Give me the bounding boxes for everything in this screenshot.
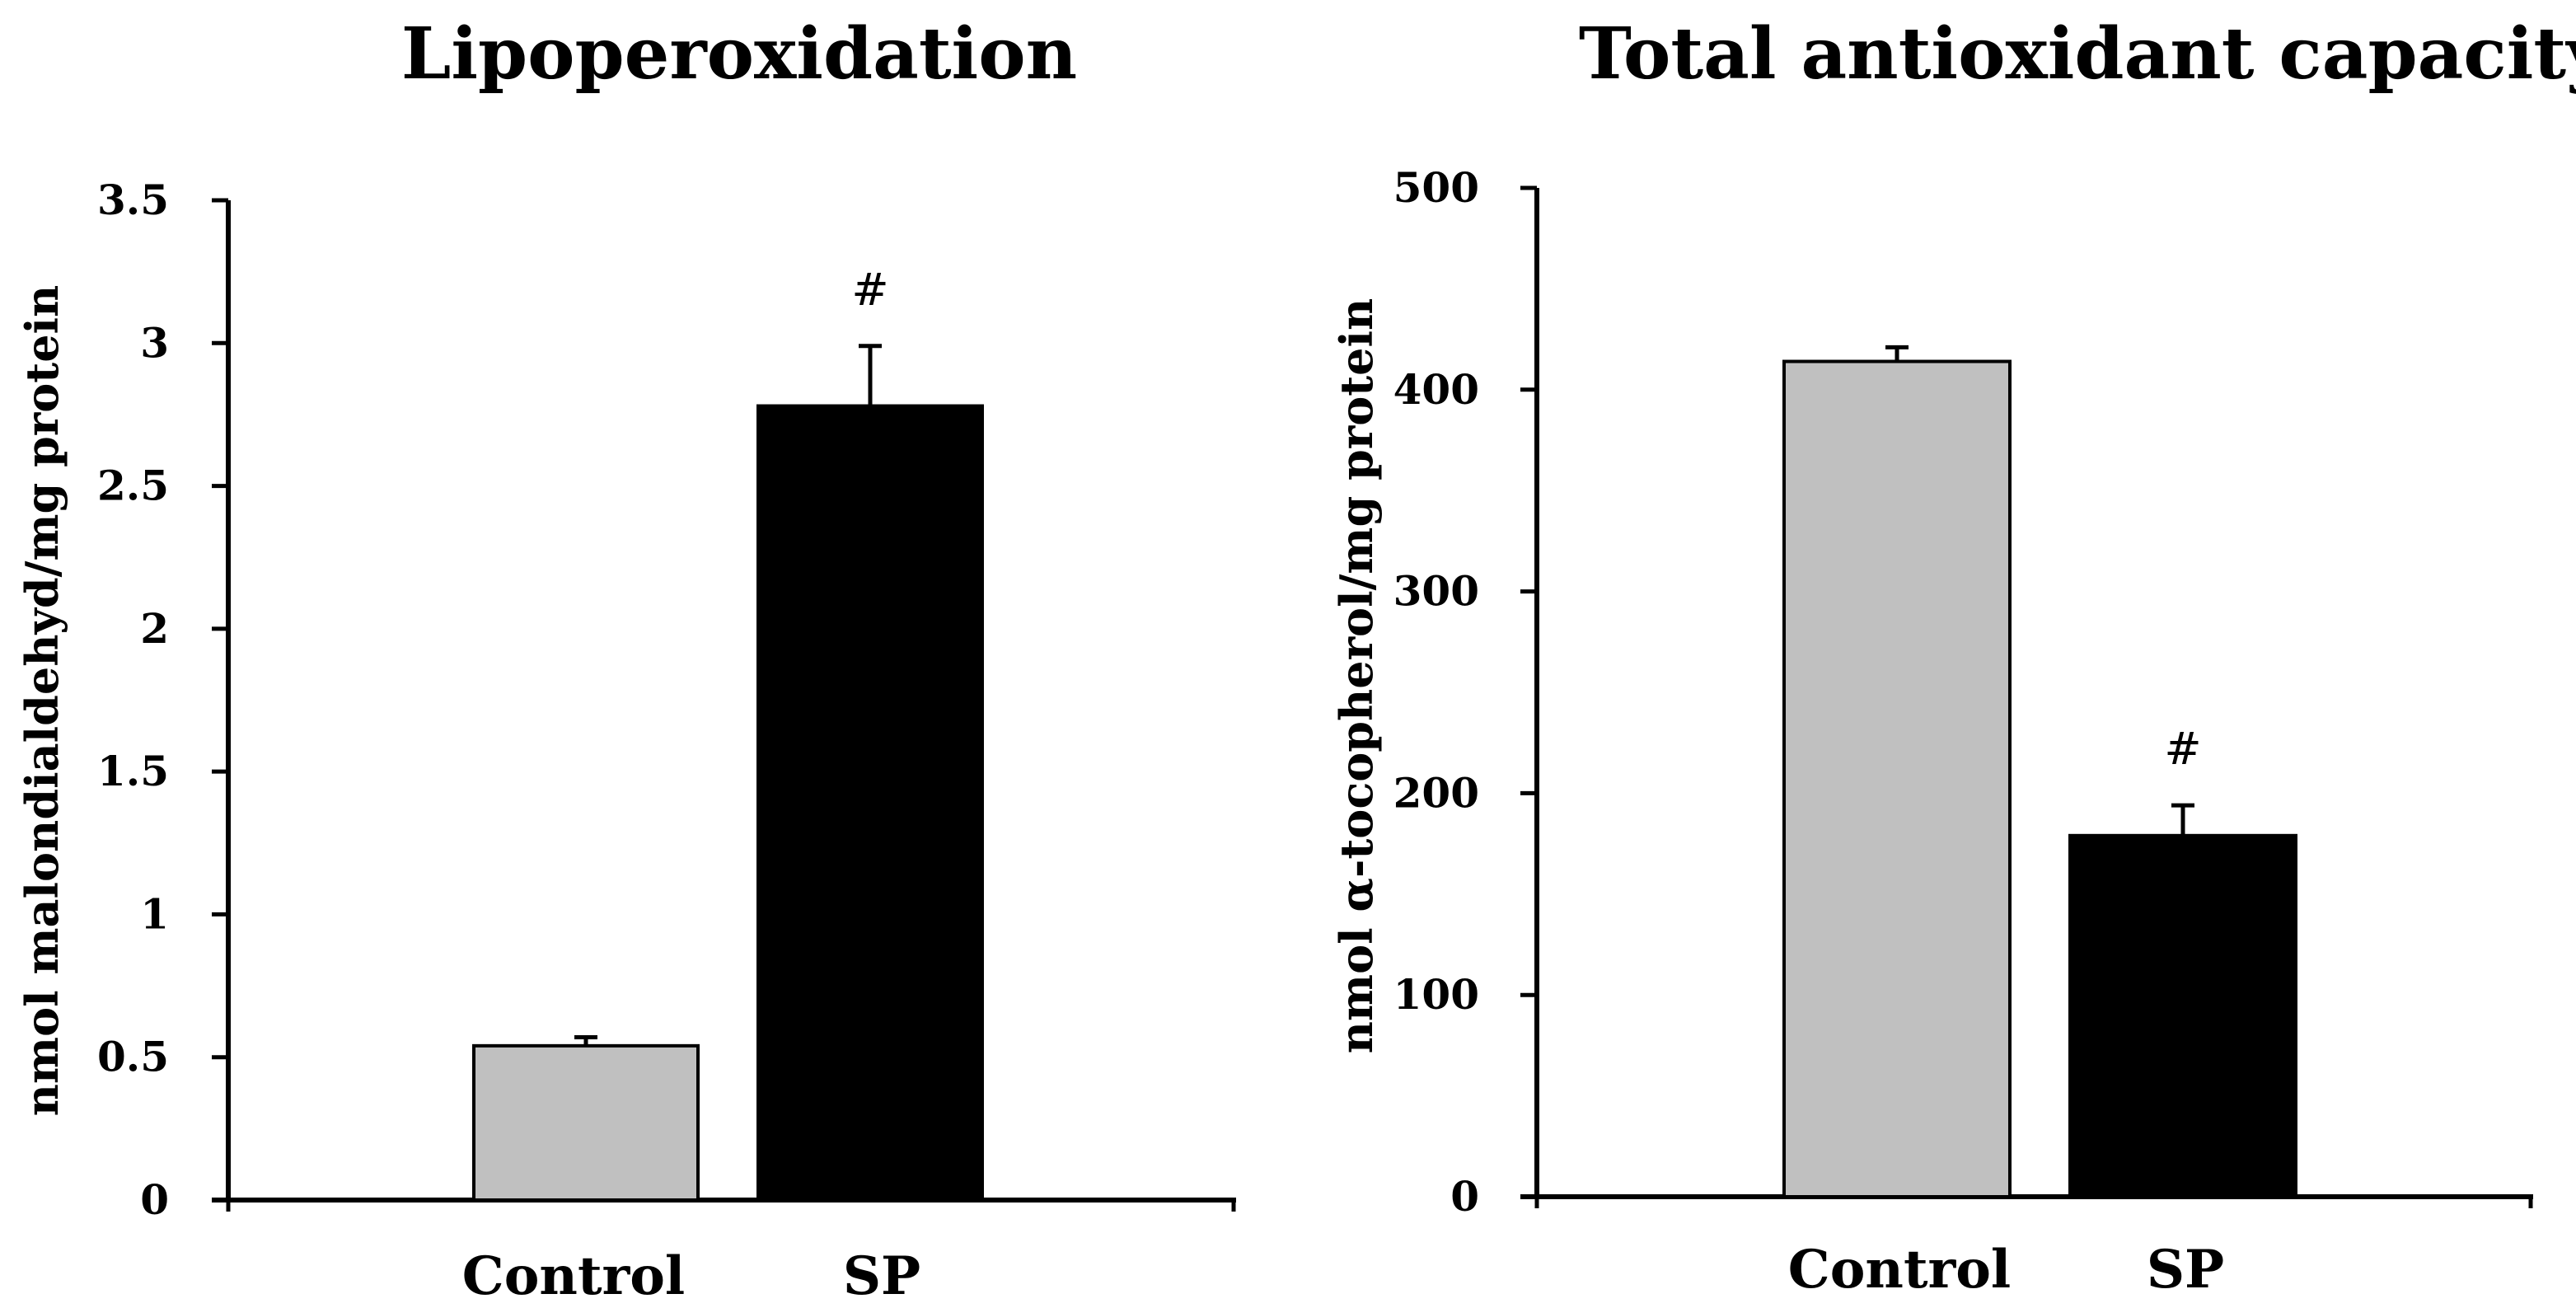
significance-marker: # [851, 264, 888, 316]
y-tick-label: 500 [1393, 163, 1479, 212]
category-label: SP [843, 1245, 920, 1307]
significance-marker: # [2164, 723, 2201, 775]
y-tick-label: 3.5 [97, 176, 169, 224]
y-tick-label: 0 [1450, 1172, 1479, 1221]
bar-control [472, 1043, 700, 1203]
bar-control [1782, 359, 2012, 1198]
y-tick-label: 300 [1393, 567, 1479, 616]
category-label: SP [2147, 1239, 2224, 1301]
y-tick-label: 2 [140, 604, 169, 653]
y-tick-label: 0 [140, 1175, 169, 1224]
y-axis-label: nmol α-tocopherol/mg protein [1330, 298, 1383, 1054]
y-tick-label: 0.5 [97, 1033, 169, 1081]
y-axis-label: nmol malondialdehyd/mg protein [16, 285, 68, 1117]
bar-sp [756, 404, 984, 1202]
y-tick-label: 2.5 [97, 462, 169, 510]
y-tick-label: 400 [1393, 365, 1479, 414]
y-tick-label: 200 [1393, 768, 1479, 817]
lipoperoxidation-chart: Lipoperoxidation nmol malondialdehyd/mg p… [16, 12, 1236, 1307]
category-label: Control [462, 1245, 685, 1307]
bar-sp [2068, 833, 2297, 1198]
chart-title: Total antioxidant capacity [1579, 12, 2576, 96]
total-antioxidant-capacity-chart: Total antioxidant capacity nmol α-tocophe… [1330, 12, 2576, 1301]
chart-title: Lipoperoxidation [401, 12, 1077, 96]
y-tick-label: 3 [140, 318, 169, 367]
y-tick-label: 1 [140, 889, 169, 938]
category-label: Control [1788, 1239, 2011, 1301]
y-tick-label: 1.5 [97, 747, 169, 795]
y-tick-label: 100 [1393, 970, 1479, 1019]
